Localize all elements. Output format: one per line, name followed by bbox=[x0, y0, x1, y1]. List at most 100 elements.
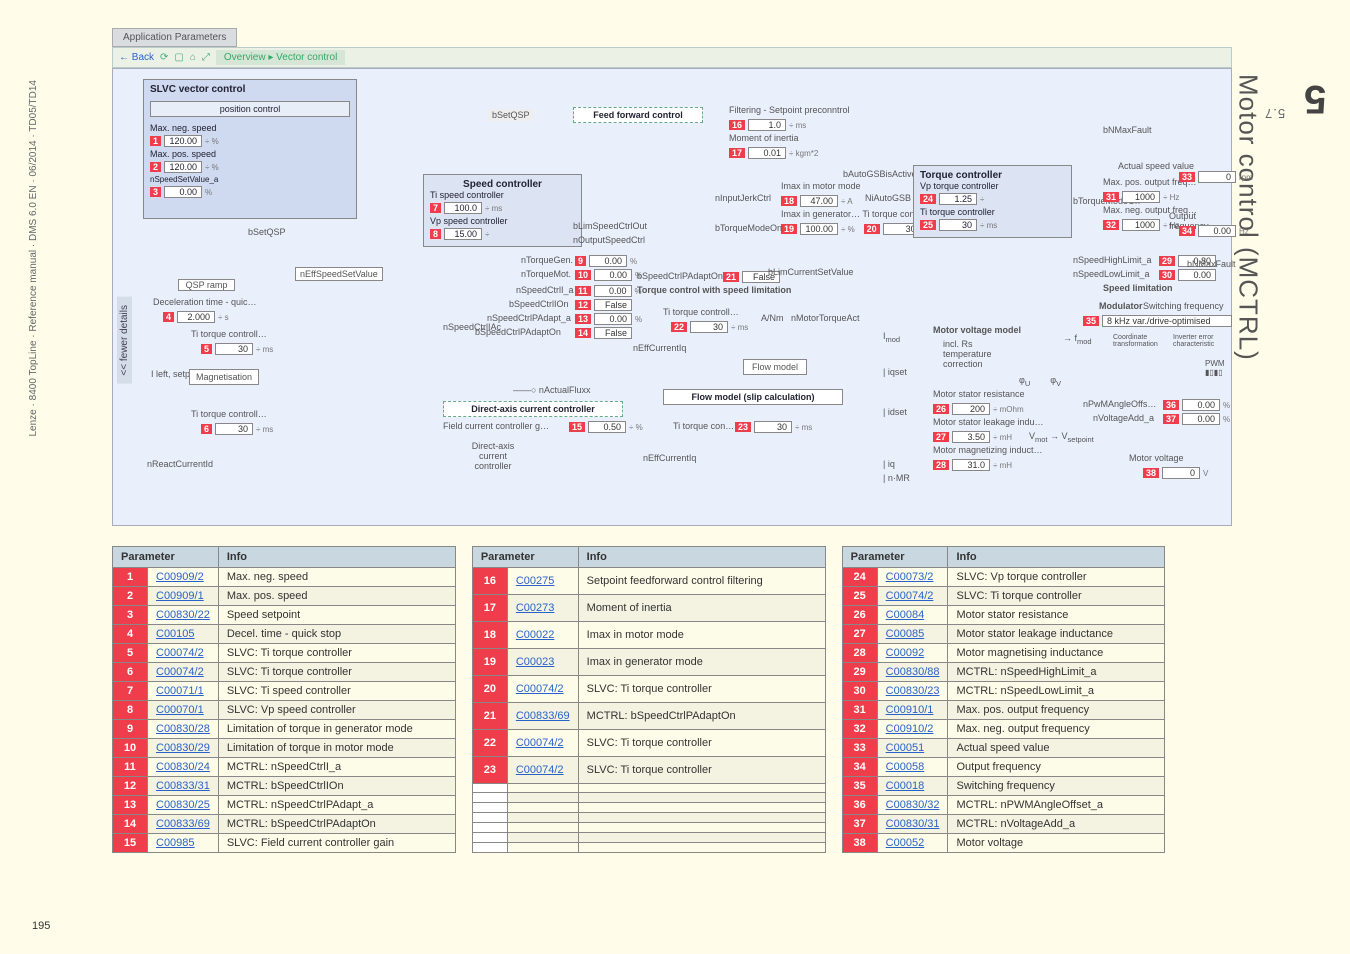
param-link[interactable]: C00022 bbox=[516, 629, 555, 641]
table-row: 6C00074/2SLVC: Ti torque controller bbox=[113, 663, 456, 682]
param-link[interactable]: C00830/88 bbox=[886, 666, 940, 678]
row-info: Motor voltage bbox=[948, 834, 1165, 853]
row-number: 1 bbox=[113, 568, 148, 587]
param-link[interactable]: C00051 bbox=[886, 742, 925, 754]
row-number: 28 bbox=[842, 644, 877, 663]
row-param: C00830/29 bbox=[148, 739, 219, 758]
param-link[interactable]: C00018 bbox=[886, 780, 925, 792]
param-link[interactable]: C00909/1 bbox=[156, 590, 204, 602]
row-info: SLVC: Ti torque controller bbox=[948, 587, 1165, 606]
chapter-title: Motor control (MCTRL) bbox=[1234, 74, 1264, 361]
param-link[interactable]: C00023 bbox=[516, 656, 555, 668]
param-link[interactable]: C00830/29 bbox=[156, 742, 210, 754]
table-row: 34C00058Output frequency bbox=[842, 758, 1165, 777]
param-link[interactable]: C00909/2 bbox=[156, 571, 204, 583]
param-link[interactable]: C00074/2 bbox=[156, 666, 204, 678]
row-number: 13 bbox=[113, 796, 148, 815]
param-link[interactable]: C00830/24 bbox=[156, 761, 210, 773]
back-button[interactable]: ← Back bbox=[119, 52, 154, 63]
param-table-c: Parameter Info 24C00073/2SLVC: Vp torque… bbox=[842, 546, 1166, 853]
row-number: 30 bbox=[842, 682, 877, 701]
param-link[interactable]: C00074/2 bbox=[886, 590, 934, 602]
param-link[interactable]: C00830/32 bbox=[886, 799, 940, 811]
param-link[interactable]: C00073/2 bbox=[886, 571, 934, 583]
table-row: 2C00909/1Max. pos. speed bbox=[113, 587, 456, 606]
row-number: 29 bbox=[842, 663, 877, 682]
param-link[interactable]: C00910/2 bbox=[886, 723, 934, 735]
feed-forward: Feed forward control bbox=[573, 107, 703, 123]
row-param: C00023 bbox=[507, 648, 578, 675]
row-param: C00910/1 bbox=[877, 701, 948, 720]
row-number: 38 bbox=[842, 834, 877, 853]
row-number: 33 bbox=[842, 739, 877, 758]
slvc-block: SLVC vector control position control Max… bbox=[143, 79, 357, 219]
direct-axis-ctrl: Direct-axis current controller bbox=[443, 401, 623, 417]
row-info: SLVC: Ti torque controller bbox=[578, 756, 825, 783]
row-param: C00909/2 bbox=[148, 568, 219, 587]
table-row: 30 C00830/23 MCTRL: nSpeedLowLimit_a bbox=[842, 682, 1165, 701]
table-row: 8C00070/1SLVC: Vp speed controller bbox=[113, 701, 456, 720]
row-info: MCTRL: nSpeedCtrlPAdapt_a bbox=[218, 796, 455, 815]
speed-controller: Speed controller Ti speed controller 710… bbox=[423, 174, 582, 247]
row-param: C00073/2 bbox=[877, 568, 948, 587]
param-link[interactable]: C00074/2 bbox=[156, 647, 204, 659]
row-info: MCTRL: nPWMAngleOffset_a bbox=[948, 796, 1165, 815]
param-link[interactable]: C00833/69 bbox=[516, 710, 570, 722]
row-param: C00085 bbox=[877, 625, 948, 644]
toolbar-icon[interactable]: ▢ bbox=[174, 52, 183, 63]
row-info: SLVC: Ti torque controller bbox=[218, 644, 455, 663]
param-link[interactable]: C00052 bbox=[886, 837, 925, 849]
param-link[interactable]: C00084 bbox=[886, 609, 925, 621]
row-info: Max. pos. output frequency bbox=[948, 701, 1165, 720]
row-info: Max. neg. output frequency bbox=[948, 720, 1165, 739]
row-number: 6 bbox=[113, 663, 148, 682]
table-row: 22C00074/2SLVC: Ti torque controller bbox=[472, 729, 825, 756]
param-link[interactable]: C00830/23 bbox=[886, 685, 940, 697]
param-link[interactable]: C00058 bbox=[886, 761, 925, 773]
param-link[interactable]: C00092 bbox=[886, 647, 925, 659]
param-link[interactable]: C00085 bbox=[886, 628, 925, 640]
param-link[interactable]: C00833/31 bbox=[156, 780, 210, 792]
param-link[interactable]: C00070/1 bbox=[156, 704, 204, 716]
row-number: 8 bbox=[113, 701, 148, 720]
param-link[interactable]: C00833/69 bbox=[156, 818, 210, 830]
toolbar-icon[interactable]: ⟳ bbox=[160, 52, 168, 63]
param-link[interactable]: C00985 bbox=[156, 837, 195, 849]
toolbar-icon[interactable]: ⌂ bbox=[190, 52, 196, 63]
param-link[interactable]: C00074/2 bbox=[516, 737, 564, 749]
row-info: SLVC: Field current controller gain bbox=[218, 834, 455, 853]
table-row: 28 C00092 Motor magnetising inductance bbox=[842, 644, 1165, 663]
row-number: 23 bbox=[472, 756, 507, 783]
param-link[interactable]: C00074/2 bbox=[516, 683, 564, 695]
row-number: 31 bbox=[842, 701, 877, 720]
row-info: Motor magnetising inductance bbox=[948, 644, 1165, 663]
table-row: 16C00275Setpoint feedforward control fil… bbox=[472, 568, 825, 595]
row-number: 11 bbox=[113, 758, 148, 777]
row-info: MCTRL: nVoltageAdd_a bbox=[948, 815, 1165, 834]
param-link[interactable]: C00830/25 bbox=[156, 799, 210, 811]
row-number: 27 bbox=[842, 625, 877, 644]
param-link[interactable]: C00273 bbox=[516, 602, 555, 614]
section-number: 5.7 bbox=[1264, 60, 1285, 121]
tab-app-params[interactable]: Application Parameters bbox=[112, 28, 237, 47]
row-info: MCTRL: nSpeedCtrlI_a bbox=[218, 758, 455, 777]
torque-controller: Torque controller Vp torque controller 2… bbox=[913, 165, 1072, 238]
param-link[interactable]: C00910/1 bbox=[886, 704, 934, 716]
param-link[interactable]: C00071/1 bbox=[156, 685, 204, 697]
param-link[interactable]: C00830/31 bbox=[886, 818, 940, 830]
fewer-details-button[interactable]: << fewer details bbox=[117, 297, 132, 384]
row-info: Limitation of torque in generator mode bbox=[218, 720, 455, 739]
row-info: Moment of inertia bbox=[578, 594, 825, 621]
param-link[interactable]: C00830/22 bbox=[156, 609, 210, 621]
row-param: C00830/22 bbox=[148, 606, 219, 625]
param-link[interactable]: C00830/28 bbox=[156, 723, 210, 735]
param-link[interactable]: C00105 bbox=[156, 628, 195, 640]
block-diagram: << fewer details SLVC vector control pos… bbox=[112, 68, 1232, 526]
param-link[interactable]: C00074/2 bbox=[516, 764, 564, 776]
param-link[interactable]: C00275 bbox=[516, 575, 555, 587]
table-row: 1C00909/2Max. neg. speed bbox=[113, 568, 456, 587]
row-info: Output frequency bbox=[948, 758, 1165, 777]
table-row: 13 C00830/25 MCTRL: nSpeedCtrlPAdapt_a bbox=[113, 796, 456, 815]
toolbar-icon[interactable]: ⤢ bbox=[202, 52, 210, 63]
row-info: MCTRL: nSpeedLowLimit_a bbox=[948, 682, 1165, 701]
